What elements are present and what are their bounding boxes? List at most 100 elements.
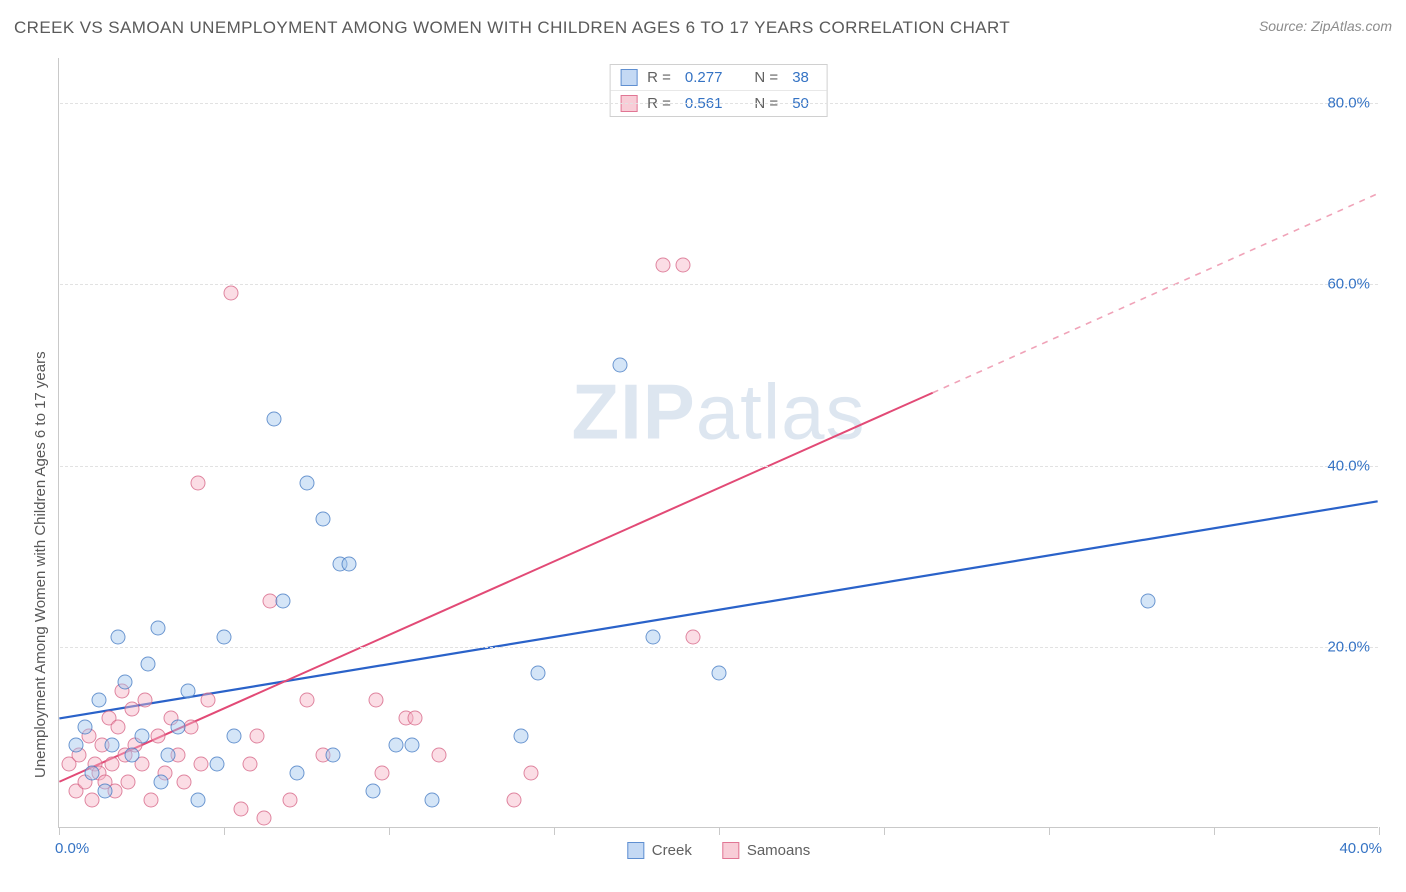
- y-tick-label: 80.0%: [1327, 95, 1370, 112]
- x-tick: [554, 827, 555, 835]
- data-point: [388, 738, 403, 753]
- data-point: [177, 774, 192, 789]
- swatch-icon: [627, 842, 644, 859]
- data-point: [646, 629, 661, 644]
- data-point: [190, 792, 205, 807]
- data-point: [151, 729, 166, 744]
- data-point: [342, 557, 357, 572]
- data-point: [68, 738, 83, 753]
- data-point: [170, 720, 185, 735]
- watermark: ZIPatlas: [571, 366, 865, 457]
- data-point: [316, 512, 331, 527]
- data-point: [243, 756, 258, 771]
- source-label: Source: ZipAtlas.com: [1259, 18, 1392, 34]
- data-point: [408, 711, 423, 726]
- data-point: [190, 475, 205, 490]
- data-point: [368, 693, 383, 708]
- plot-area: ZIPatlas R = 0.277 N = 38 R = 0.561 N = …: [58, 58, 1378, 828]
- data-point: [405, 738, 420, 753]
- y-axis-label: Unemployment Among Women with Children A…: [32, 78, 49, 778]
- data-point: [712, 666, 727, 681]
- data-point: [675, 258, 690, 273]
- data-point: [154, 774, 169, 789]
- gridline: [60, 103, 1378, 104]
- data-point: [137, 693, 152, 708]
- data-point: [299, 475, 314, 490]
- data-point: [530, 666, 545, 681]
- data-point: [124, 702, 139, 717]
- stat-row-creek: R = 0.277 N = 38: [610, 65, 827, 90]
- data-point: [685, 629, 700, 644]
- x-tick: [389, 827, 390, 835]
- data-point: [266, 412, 281, 427]
- data-point: [98, 783, 113, 798]
- data-point: [124, 747, 139, 762]
- data-point: [200, 693, 215, 708]
- data-point: [111, 629, 126, 644]
- stat-legend-box: R = 0.277 N = 38 R = 0.561 N = 50: [609, 64, 828, 117]
- data-point: [613, 358, 628, 373]
- data-point: [104, 738, 119, 753]
- data-point: [85, 792, 100, 807]
- x-tick: [1049, 827, 1050, 835]
- data-point: [141, 656, 156, 671]
- data-point: [1141, 593, 1156, 608]
- data-point: [655, 258, 670, 273]
- data-point: [121, 774, 136, 789]
- x-tick: [59, 827, 60, 835]
- data-point: [256, 810, 271, 825]
- data-point: [78, 720, 93, 735]
- data-point: [160, 747, 175, 762]
- data-point: [233, 801, 248, 816]
- data-point: [118, 675, 133, 690]
- x-tick: [1379, 827, 1380, 835]
- data-point: [111, 720, 126, 735]
- y-tick-label: 20.0%: [1327, 638, 1370, 655]
- data-point: [217, 629, 232, 644]
- data-point: [424, 792, 439, 807]
- trend-lines: [59, 58, 1378, 827]
- gridline: [60, 647, 1378, 648]
- data-point: [85, 765, 100, 780]
- x-tick: [1214, 827, 1215, 835]
- x-tick: [224, 827, 225, 835]
- x-tick: [884, 827, 885, 835]
- data-point: [523, 765, 538, 780]
- data-point: [276, 593, 291, 608]
- data-point: [91, 693, 106, 708]
- data-point: [299, 693, 314, 708]
- data-point: [375, 765, 390, 780]
- data-point: [431, 747, 446, 762]
- plot-container: Unemployment Among Women with Children A…: [50, 58, 1392, 850]
- x-tick-label: 0.0%: [55, 840, 89, 857]
- data-point: [514, 729, 529, 744]
- data-point: [223, 285, 238, 300]
- data-point: [180, 684, 195, 699]
- data-point: [289, 765, 304, 780]
- data-point: [226, 729, 241, 744]
- bottom-legend: Creek Samoans: [627, 842, 810, 859]
- data-point: [325, 747, 340, 762]
- x-tick-label: 40.0%: [1339, 840, 1382, 857]
- legend-item-samoans: Samoans: [722, 842, 810, 859]
- chart-title: CREEK VS SAMOAN UNEMPLOYMENT AMONG WOMEN…: [14, 18, 1010, 38]
- x-tick: [719, 827, 720, 835]
- legend-item-creek: Creek: [627, 842, 692, 859]
- data-point: [104, 756, 119, 771]
- y-tick-label: 40.0%: [1327, 457, 1370, 474]
- data-point: [507, 792, 522, 807]
- swatch-icon: [620, 69, 637, 86]
- data-point: [250, 729, 265, 744]
- data-point: [134, 729, 149, 744]
- gridline: [60, 284, 1378, 285]
- data-point: [193, 756, 208, 771]
- swatch-icon: [722, 842, 739, 859]
- gridline: [60, 466, 1378, 467]
- data-point: [210, 756, 225, 771]
- data-point: [283, 792, 298, 807]
- data-point: [184, 720, 199, 735]
- data-point: [365, 783, 380, 798]
- data-point: [151, 620, 166, 635]
- y-tick-label: 60.0%: [1327, 276, 1370, 293]
- data-point: [144, 792, 159, 807]
